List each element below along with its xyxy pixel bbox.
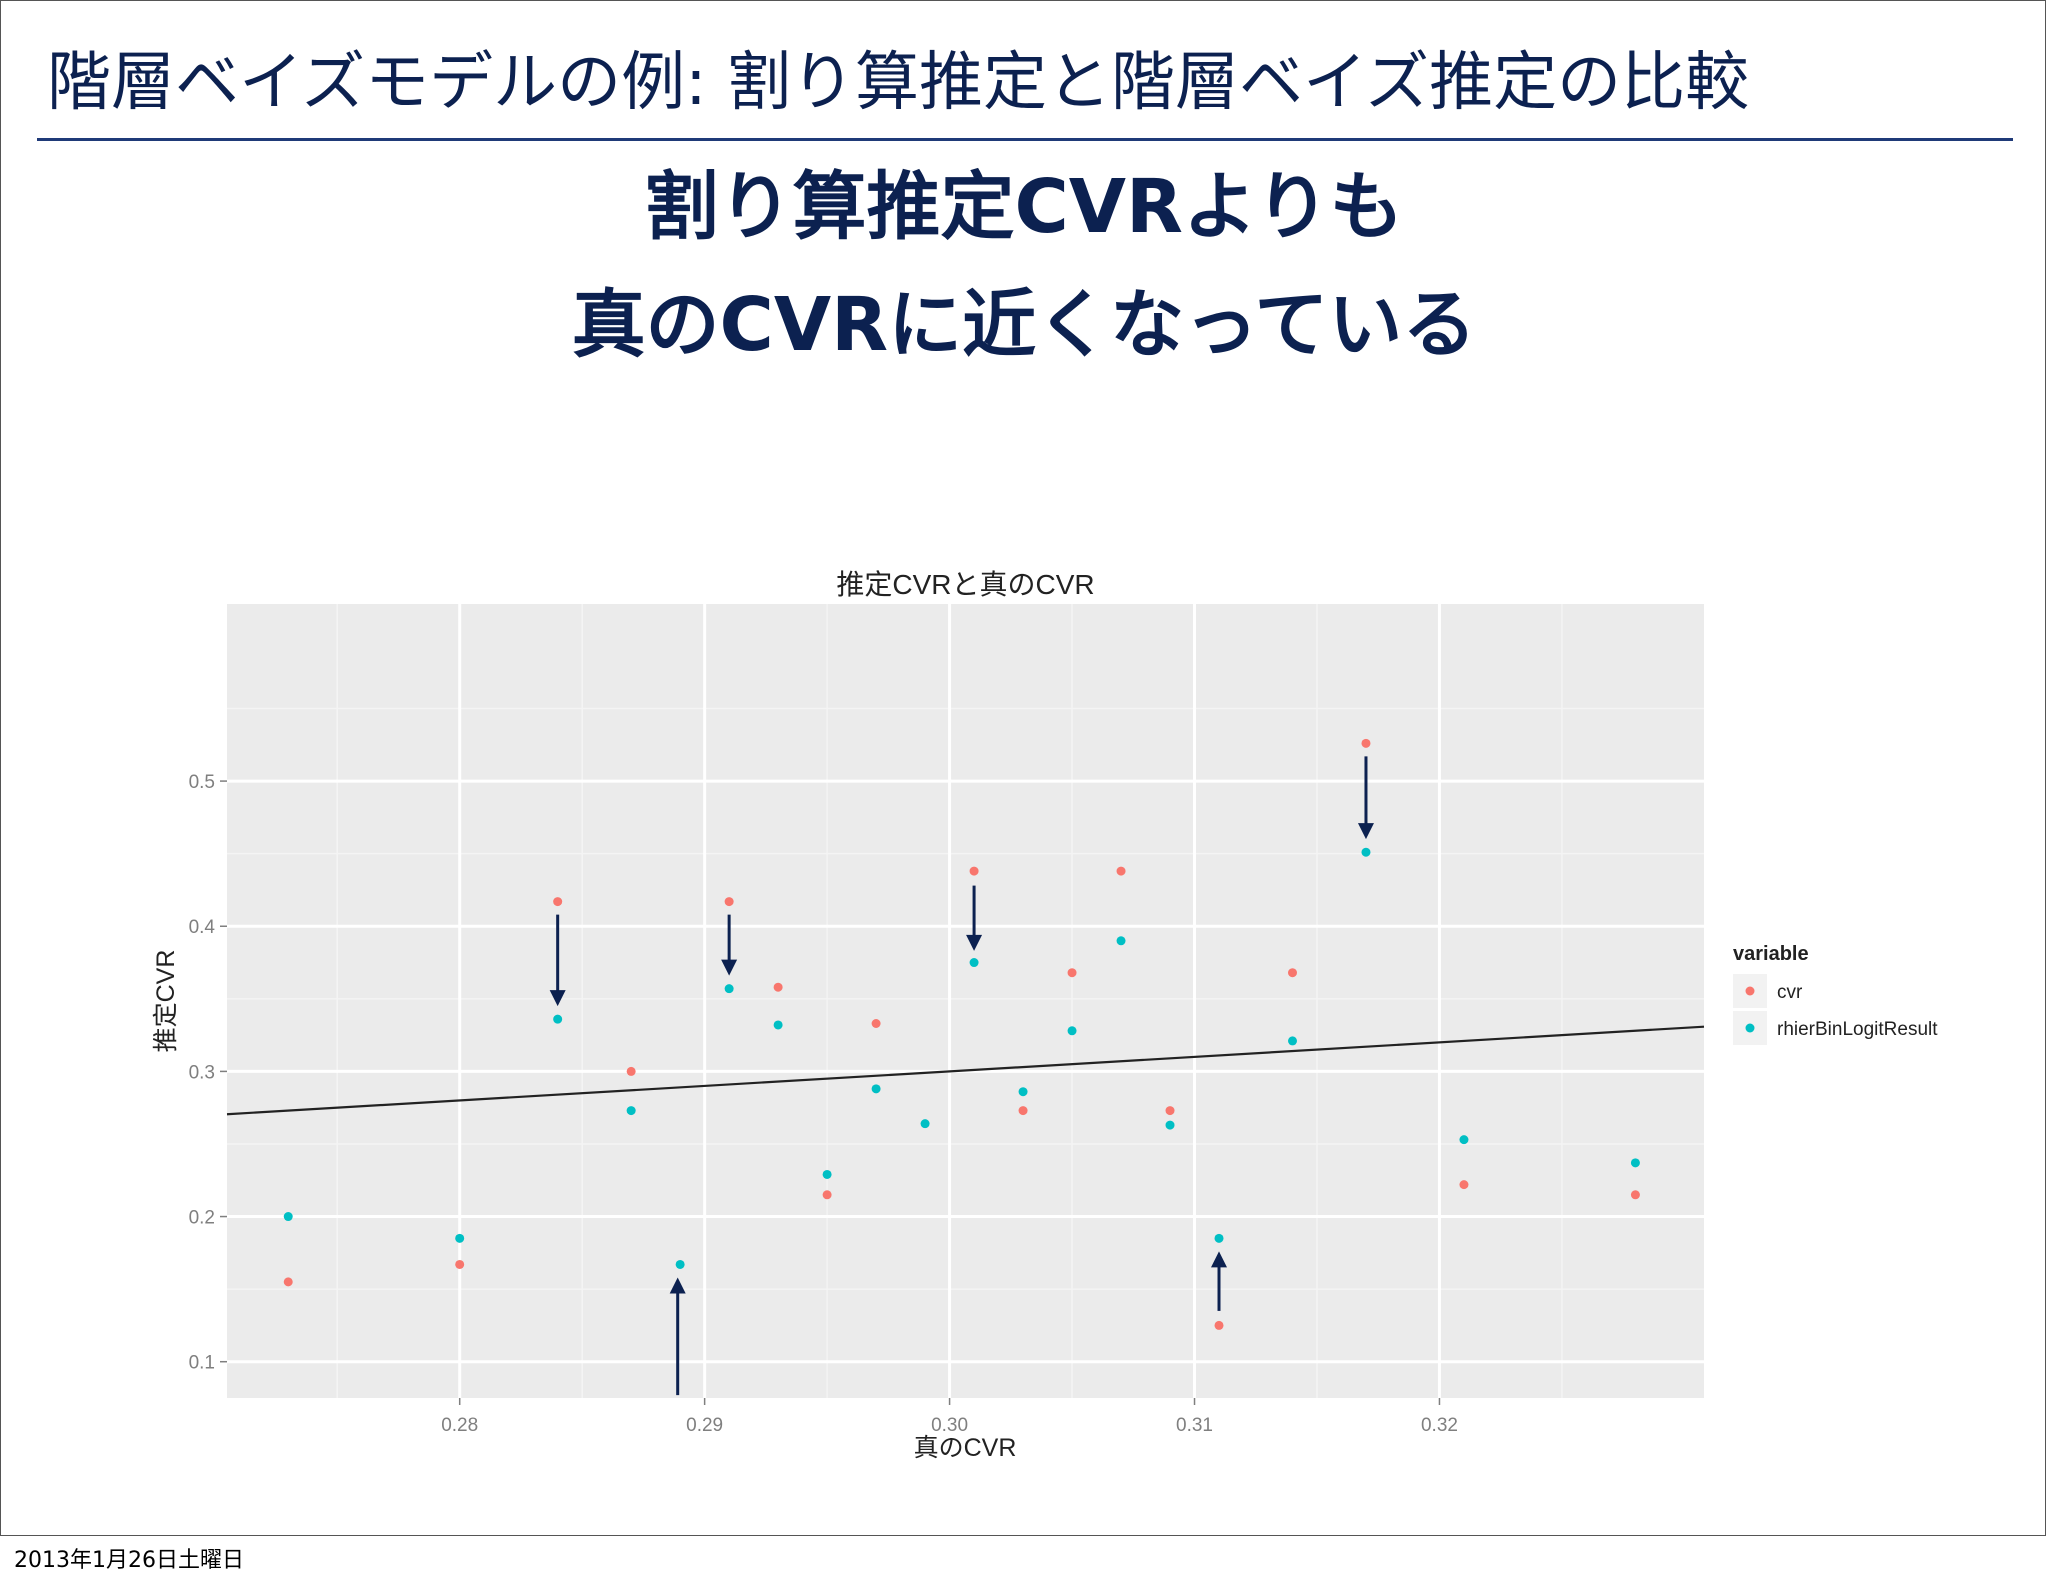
data-point-rhierBinLogitResult bbox=[1116, 936, 1126, 946]
data-point-rhierBinLogitResult bbox=[455, 1233, 465, 1243]
data-point-rhierBinLogitResult bbox=[1018, 1087, 1028, 1097]
data-point-cvr bbox=[1018, 1106, 1028, 1116]
x-tick-label: 0.31 bbox=[1176, 1415, 1213, 1436]
x-tick-label: 0.30 bbox=[931, 1415, 968, 1436]
reference-line bbox=[226, 1025, 1705, 1116]
arrow-head bbox=[1357, 823, 1374, 840]
annotation-arrow bbox=[1357, 756, 1374, 840]
data-point-rhierBinLogitResult bbox=[822, 1169, 832, 1179]
data-point-cvr bbox=[724, 897, 734, 907]
data-point-cvr bbox=[455, 1259, 465, 1269]
y-tick-label: 0.3 bbox=[189, 1062, 215, 1083]
y-tick-label: 0.2 bbox=[189, 1208, 215, 1229]
data-point-rhierBinLogitResult bbox=[1165, 1120, 1175, 1130]
data-point-rhierBinLogitResult bbox=[871, 1084, 881, 1094]
legend-title: variable bbox=[1733, 943, 1809, 965]
legend-label: rhierBinLogitResult bbox=[1777, 1019, 1938, 1040]
data-point-cvr bbox=[871, 1018, 881, 1028]
y-tick-label: 0.1 bbox=[189, 1353, 215, 1374]
data-point-cvr bbox=[773, 982, 783, 992]
data-point-rhierBinLogitResult bbox=[724, 984, 734, 994]
arrow-head bbox=[966, 934, 983, 951]
data-point-cvr bbox=[1361, 738, 1371, 748]
data-point-cvr bbox=[553, 897, 563, 907]
y-axis-label: 推定CVR bbox=[152, 950, 180, 1053]
data-point-rhierBinLogitResult bbox=[920, 1119, 930, 1129]
data-point-rhierBinLogitResult bbox=[773, 1020, 783, 1030]
data-point-rhierBinLogitResult bbox=[626, 1106, 636, 1116]
data-point-rhierBinLogitResult bbox=[1630, 1158, 1640, 1168]
data-point-cvr bbox=[1214, 1320, 1224, 1330]
data-point-rhierBinLogitResult bbox=[1214, 1233, 1224, 1243]
data-point-cvr bbox=[969, 866, 979, 876]
data-point-cvr bbox=[283, 1277, 293, 1287]
headline-line-2: 真のCVRに近くなっている bbox=[571, 282, 1477, 368]
y-tick-label: 0.5 bbox=[189, 772, 215, 793]
data-point-cvr bbox=[1459, 1180, 1469, 1190]
legend-key-cvr bbox=[1745, 986, 1755, 996]
chart-title: 推定CVRと真のCVR bbox=[836, 569, 1094, 600]
data-point-cvr bbox=[1067, 968, 1077, 978]
y-tick-label: 0.4 bbox=[189, 917, 216, 938]
data-point-cvr bbox=[822, 1190, 832, 1200]
data-point-cvr bbox=[1287, 968, 1297, 978]
data-point-cvr bbox=[1116, 866, 1126, 876]
annotation-arrow bbox=[721, 914, 738, 976]
x-axis-label: 真のCVR bbox=[914, 1434, 1017, 1462]
arrow-head bbox=[669, 1277, 686, 1294]
annotation-arrow bbox=[549, 914, 566, 1007]
data-point-rhierBinLogitResult bbox=[675, 1259, 685, 1269]
data-point-rhierBinLogitResult bbox=[1287, 1036, 1297, 1046]
arrow-head bbox=[721, 959, 738, 976]
data-point-cvr bbox=[1165, 1106, 1175, 1116]
x-tick-label: 0.28 bbox=[441, 1415, 478, 1436]
data-point-rhierBinLogitResult bbox=[1459, 1135, 1469, 1145]
headline-line-1: 割り算推定CVRよりも bbox=[644, 164, 1404, 250]
data-point-cvr bbox=[1630, 1190, 1640, 1200]
annotation-arrow bbox=[966, 885, 983, 951]
data-point-rhierBinLogitResult bbox=[283, 1212, 293, 1222]
x-tick-label: 0.29 bbox=[686, 1415, 723, 1436]
arrow-head bbox=[1211, 1251, 1228, 1268]
data-point-cvr bbox=[626, 1066, 636, 1076]
slide-title: 階層ベイズモデルの例: 割り算推定と階層ベイズ推定の比較 bbox=[47, 46, 1750, 120]
title-divider bbox=[37, 138, 2013, 141]
data-point-rhierBinLogitResult bbox=[969, 958, 979, 968]
annotation-arrow bbox=[669, 1277, 686, 1396]
legend-label: cvr bbox=[1777, 982, 1803, 1003]
data-point-rhierBinLogitResult bbox=[553, 1014, 563, 1024]
data-point-rhierBinLogitResult bbox=[1361, 847, 1371, 857]
plot-panel bbox=[227, 604, 1704, 1398]
arrow-head bbox=[549, 990, 566, 1007]
data-point-rhierBinLogitResult bbox=[1067, 1026, 1077, 1036]
legend-key-rhierBinLogitResult bbox=[1745, 1023, 1755, 1033]
x-tick-label: 0.32 bbox=[1421, 1415, 1458, 1436]
footer-date: 2013年1月26日土曜日 bbox=[14, 1548, 244, 1573]
annotation-arrow bbox=[1211, 1251, 1228, 1311]
